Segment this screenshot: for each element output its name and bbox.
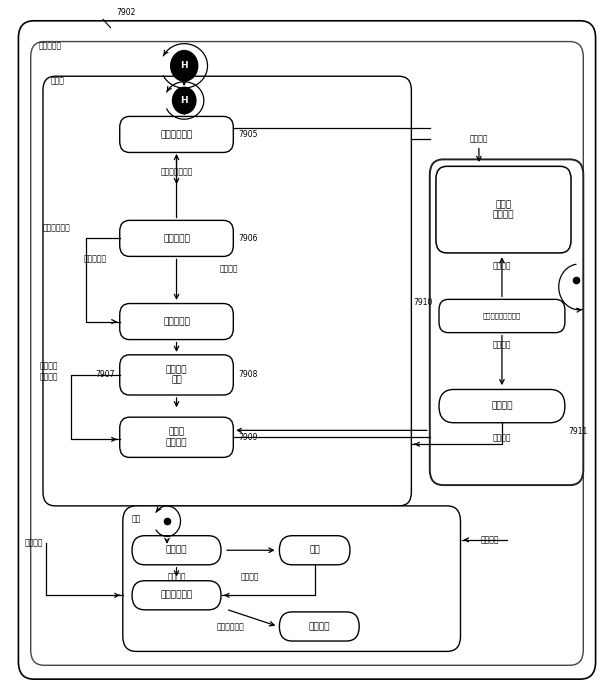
Text: 遺断要求: 遺断要求 xyxy=(241,573,260,581)
FancyBboxPatch shape xyxy=(439,389,565,423)
FancyBboxPatch shape xyxy=(439,299,565,333)
Text: 一旦停止: 一旦停止 xyxy=(166,546,187,554)
FancyBboxPatch shape xyxy=(120,304,233,340)
Text: 透析液
漏出復帰: 透析液 漏出復帰 xyxy=(492,200,515,219)
FancyBboxPatch shape xyxy=(132,536,221,565)
FancyBboxPatch shape xyxy=(120,417,233,457)
FancyBboxPatch shape xyxy=(120,355,233,395)
Text: 電力持続要求: 電力持続要求 xyxy=(216,622,244,631)
Text: 7907: 7907 xyxy=(95,371,115,379)
Text: 機能停止: 機能停止 xyxy=(167,573,186,581)
Text: 閐値は正済み: 閐値は正済み xyxy=(43,224,71,232)
Text: 7911: 7911 xyxy=(568,427,587,435)
Text: 遷断: 遷断 xyxy=(309,546,320,554)
Text: 休止: 休止 xyxy=(132,514,141,523)
FancyBboxPatch shape xyxy=(430,159,583,485)
Text: 新瀧過液取付: 新瀧過液取付 xyxy=(160,130,193,139)
Text: H: H xyxy=(181,62,188,70)
Text: 瀧過液交換済み: 瀧過液交換済み xyxy=(160,168,193,176)
Text: 7908: 7908 xyxy=(238,371,258,379)
Circle shape xyxy=(173,87,196,114)
FancyBboxPatch shape xyxy=(279,612,359,641)
FancyBboxPatch shape xyxy=(436,166,571,253)
Text: 機能停止: 機能停止 xyxy=(492,341,511,349)
FancyBboxPatch shape xyxy=(120,220,233,256)
FancyBboxPatch shape xyxy=(123,506,461,651)
Text: 電力特機: 電力特機 xyxy=(308,622,330,631)
FancyBboxPatch shape xyxy=(279,536,350,565)
FancyBboxPatch shape xyxy=(31,42,583,665)
Text: 試験不合格: 試験不合格 xyxy=(84,255,107,263)
Text: 試験合格: 試験合格 xyxy=(220,265,238,273)
Text: 連結部復帰: 連結部復帰 xyxy=(163,317,190,326)
Circle shape xyxy=(171,51,198,81)
Text: 7906: 7906 xyxy=(238,234,258,243)
Text: 動作再開: 動作再開 xyxy=(480,536,499,544)
Text: 7902: 7902 xyxy=(117,8,136,17)
FancyBboxPatch shape xyxy=(132,581,221,610)
FancyBboxPatch shape xyxy=(120,116,233,152)
Text: アクティブ: アクティブ xyxy=(39,41,62,50)
Text: 透析液
作成開始: 透析液 作成開始 xyxy=(166,428,187,447)
Text: 透析液漏出アラーム: 透析液漏出アラーム xyxy=(483,313,521,319)
Text: 7909: 7909 xyxy=(238,433,258,441)
Text: 化学薬品
希釈済み: 化学薬品 希釈済み xyxy=(40,362,58,381)
Text: 連結部確認: 連結部確認 xyxy=(163,234,190,243)
FancyBboxPatch shape xyxy=(43,76,411,506)
Text: 化学薬品
希釈: 化学薬品 希釈 xyxy=(166,365,187,385)
Text: H: H xyxy=(181,96,188,105)
FancyBboxPatch shape xyxy=(18,21,596,679)
Text: 休止メニュー: 休止メニュー xyxy=(160,591,193,599)
Text: 漏出解消: 漏出解消 xyxy=(492,434,511,442)
Text: 7910: 7910 xyxy=(413,298,433,307)
Text: 休止要求: 休止要求 xyxy=(25,539,43,547)
Text: 漏出解決: 漏出解決 xyxy=(491,402,513,410)
Text: 機能停止: 機能停止 xyxy=(492,261,511,270)
Text: 7905: 7905 xyxy=(238,130,258,139)
Text: 漏出検出: 漏出検出 xyxy=(470,134,488,143)
Text: モニタ: モニタ xyxy=(50,76,64,85)
